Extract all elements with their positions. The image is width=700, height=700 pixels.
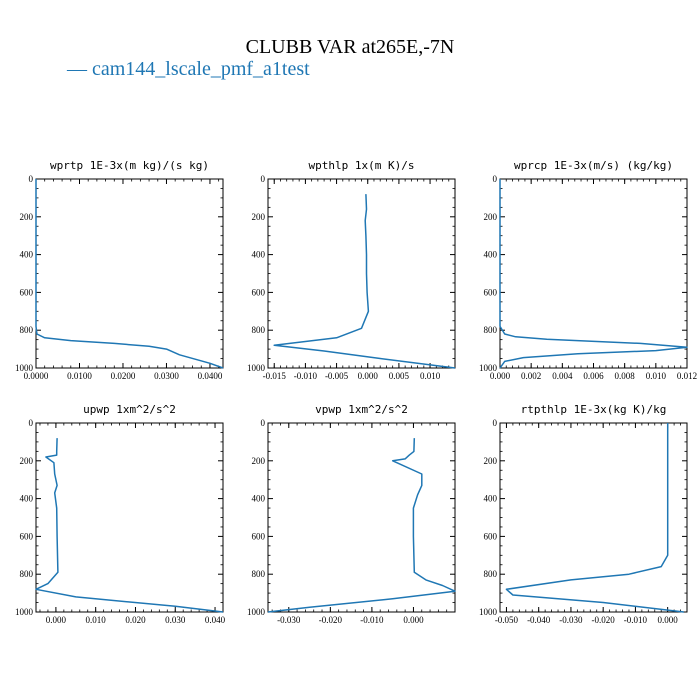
y-tick-label: 400 <box>252 494 266 504</box>
x-tick-label: 0.0400 <box>198 371 223 381</box>
x-tick-label: 0.000 <box>403 615 424 625</box>
subplot-6: rtpthlp 1E-3x(kg K)/kg02004006008001000-… <box>479 403 688 625</box>
x-tick-label: 0.004 <box>552 371 573 381</box>
subplot-title: vpwp 1xm^2/s^2 <box>315 403 408 416</box>
y-tick-label: 0 <box>493 418 498 428</box>
y-tick-label: 800 <box>20 569 34 579</box>
legend-entry: — cam144_lscale_pmf_a1test <box>67 58 310 81</box>
y-tick-label: 400 <box>484 250 498 260</box>
y-tick-label: 400 <box>252 250 266 260</box>
subplot-5: vpwp 1xm^2/s^2 0 200 400 600 800 1000 -0.030 -0.… <box>247 403 456 625</box>
x-tick-label: 0.008 <box>615 371 636 381</box>
y-tick-label: 1000 <box>15 607 34 617</box>
y-tick-label: 600 <box>484 531 498 541</box>
x-tick-label: 0.020 <box>125 615 146 625</box>
y-tick-label: 200 <box>252 456 266 466</box>
x-tick-label: 0.000 <box>490 371 511 381</box>
x-tick-label: 0.006 <box>583 371 604 381</box>
y-tick-label: 1000 <box>479 607 498 617</box>
plot-frame <box>267 178 456 369</box>
x-tick-label: 0.0200 <box>111 371 136 381</box>
profile-line <box>273 194 456 369</box>
y-tick-label: 1000 <box>479 363 498 373</box>
subplot-title: wpthlp 1x(m K)/s <box>309 159 415 172</box>
y-tick-label: 600 <box>252 287 266 297</box>
x-tick-label: 0.000 <box>46 615 67 625</box>
subplot-title: wprtp 1E-3x(m kg)/(s kg) <box>50 159 209 172</box>
profile-line <box>499 179 688 369</box>
y-tick-label: 400 <box>20 250 34 260</box>
x-tick-label: -0.020 <box>592 615 616 625</box>
x-tick-label: 0.002 <box>521 371 541 381</box>
y-tick-label: 800 <box>252 325 266 335</box>
subplot-title: wprcp 1E-3x(m/s) (kg/kg) <box>514 159 673 172</box>
y-tick-label: 1000 <box>15 363 34 373</box>
plot-frame <box>499 178 688 369</box>
legend-line-marker: — <box>67 58 87 80</box>
subplot-1: wprtp 1E-3x(m kg)/(s kg) 0 200 400 600 800 100… <box>15 159 224 381</box>
x-tick-label: 0.0100 <box>67 371 92 381</box>
y-tick-label: 200 <box>484 212 498 222</box>
subplot-4: upwp 1xm^2/s^2 0 200 400 600 800 1000 0.000 0.01… <box>15 403 226 625</box>
y-tick-label: 0 <box>493 174 498 184</box>
y-tick-label: 400 <box>484 494 498 504</box>
y-tick-label: 600 <box>252 531 266 541</box>
y-tick-label: 600 <box>484 287 498 297</box>
y-tick-label: 800 <box>20 325 34 335</box>
x-tick-label: 0.005 <box>389 371 410 381</box>
x-tick-label: -0.050 <box>495 615 519 625</box>
y-tick-label: 200 <box>20 212 34 222</box>
x-tick-label: 0.010 <box>420 371 441 381</box>
x-tick-label: -0.005 <box>325 371 349 381</box>
x-tick-label: 0.040 <box>205 615 226 625</box>
x-tick-label: 0.000 <box>358 371 379 381</box>
x-tick-label: 0.0300 <box>154 371 179 381</box>
y-tick-label: 800 <box>252 569 266 579</box>
y-tick-label: 1000 <box>247 363 266 373</box>
x-tick-label: -0.030 <box>559 615 583 625</box>
x-tick-label: -0.010 <box>624 615 648 625</box>
subplot-2: wpthlp 1x(m K)/s02004006008001000-0.015-… <box>247 159 456 381</box>
subplot-title: upwp 1xm^2/s^2 <box>83 403 176 416</box>
y-tick-label: 600 <box>20 287 34 297</box>
y-tick-label: 200 <box>20 456 34 466</box>
profile-line <box>35 438 224 613</box>
figure-title: CLUBB VAR at265E,-7N <box>245 36 455 58</box>
y-tick-label: 0 <box>29 174 34 184</box>
y-tick-label: 1000 <box>247 607 266 617</box>
x-tick-label: 0.030 <box>165 615 186 625</box>
x-tick-label: 0.0000 <box>24 371 49 381</box>
x-tick-label: -0.030 <box>277 615 301 625</box>
x-tick-label: -0.010 <box>360 615 384 625</box>
profile-line <box>35 179 224 369</box>
y-tick-label: 400 <box>20 494 34 504</box>
x-tick-label: -0.020 <box>319 615 343 625</box>
y-tick-label: 0 <box>29 418 34 428</box>
y-tick-label: 800 <box>484 325 498 335</box>
x-tick-label: 0.012 <box>677 371 697 381</box>
y-tick-label: 200 <box>484 456 498 466</box>
y-tick-label: 200 <box>252 212 266 222</box>
legend-label: cam144_lscale_pmf_a1test <box>92 58 310 80</box>
x-tick-label: -0.040 <box>527 615 551 625</box>
x-tick-label: -0.010 <box>294 371 318 381</box>
y-tick-label: 600 <box>20 531 34 541</box>
y-tick-label: 0 <box>261 174 266 184</box>
x-tick-label: -0.015 <box>263 371 287 381</box>
profile-line <box>267 438 456 613</box>
profile-line <box>505 423 684 613</box>
plot-frame <box>35 422 224 613</box>
x-tick-label: 0.010 <box>86 615 107 625</box>
subplot-title: rtpthlp 1E-3x(kg K)/kg <box>521 403 667 416</box>
x-tick-label: 0.010 <box>646 371 667 381</box>
x-tick-label: 0.000 <box>658 615 679 625</box>
y-tick-label: 0 <box>261 418 266 428</box>
y-tick-label: 800 <box>484 569 498 579</box>
subplot-3: wprcp 1E-3x(m/s) (kg/kg) 0 200 400 600 800 100… <box>479 159 697 381</box>
plot-frame <box>499 422 688 613</box>
plot-frame <box>267 422 456 613</box>
